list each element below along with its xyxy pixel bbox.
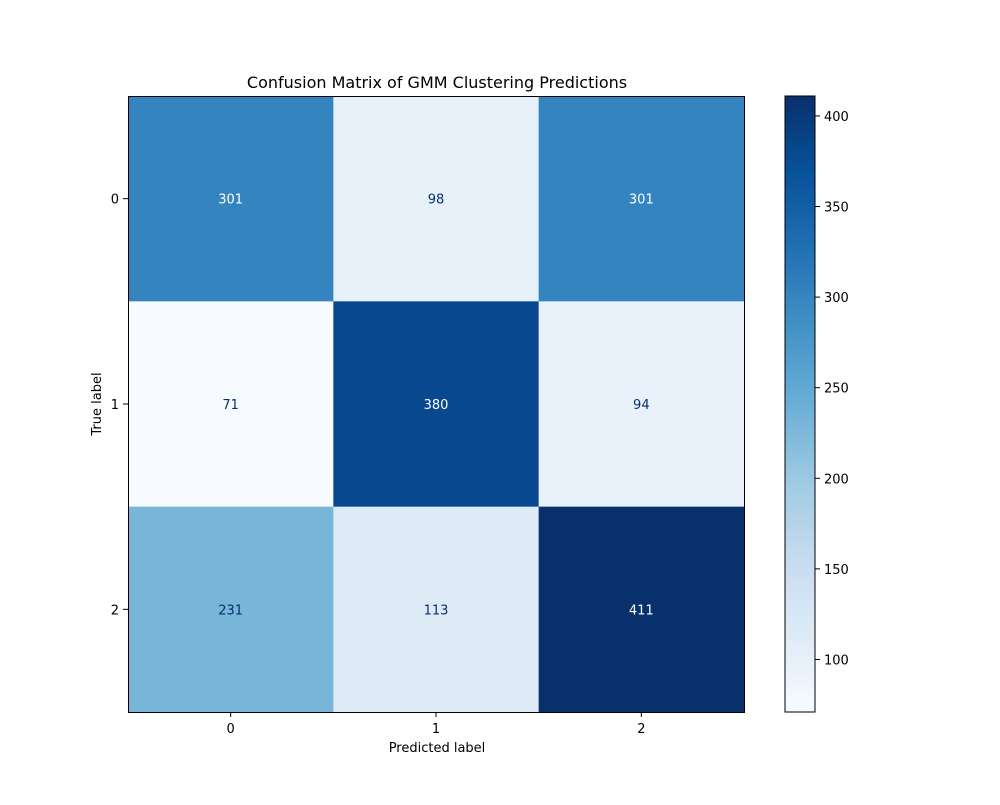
colorbar-tick-label-6: 400 <box>824 110 849 125</box>
y-tick-label-1: 1 <box>111 398 119 413</box>
colorbar <box>784 95 816 713</box>
heatmap-cells <box>128 96 745 713</box>
heatmap-cell-r0-c2 <box>538 96 745 302</box>
cell-value-r1-c0: 71 <box>222 398 239 413</box>
colorbar-tick-label-4: 300 <box>824 291 849 306</box>
colorbar-ticks: 100 150 200 250 300 350 400 <box>815 110 849 668</box>
colorbar-tick-label-5: 350 <box>824 201 849 216</box>
cell-value-r1-c2: 94 <box>633 398 650 413</box>
heatmap-cell-r0-c1 <box>333 96 540 302</box>
cell-value-r2-c0: 231 <box>218 603 243 618</box>
cell-value-r0-c1: 98 <box>428 193 445 208</box>
y-axis-ticks: 0 1 2 <box>111 193 128 618</box>
y-axis-label: True label <box>90 372 105 436</box>
cell-value-r0-c0: 301 <box>218 193 243 208</box>
x-axis-ticks: 0 1 2 <box>227 712 645 737</box>
x-tick-label-0: 0 <box>227 722 235 737</box>
cell-value-r2-c2: 411 <box>629 603 654 618</box>
colorbar-tick-label-3: 250 <box>824 382 849 397</box>
cell-value-r2-c1: 113 <box>424 603 449 618</box>
heatmap-cell-r2-c1 <box>333 506 540 713</box>
y-tick-label-2: 2 <box>111 603 119 618</box>
cell-value-r1-c1: 380 <box>424 398 449 413</box>
colorbar-tick-label-0: 100 <box>824 653 849 668</box>
heatmap-cell-r2-c0 <box>128 506 334 713</box>
colorbar-tick-label-2: 200 <box>824 472 849 487</box>
heatmap-cell-labels: 301 98 301 71 380 94 231 113 411 <box>218 193 653 619</box>
heatmap-cell-r1-c1 <box>333 301 540 508</box>
heatmap-cell-r1-c0 <box>128 301 334 508</box>
heatmap-cell-r2-c2 <box>538 506 745 713</box>
x-tick-label-2: 2 <box>637 722 645 737</box>
x-axis-label: Predicted label <box>389 741 486 756</box>
cell-value-r0-c2: 301 <box>629 193 654 208</box>
chart-title: Confusion Matrix of GMM Clustering Predi… <box>247 73 627 92</box>
x-tick-label-1: 1 <box>432 722 440 737</box>
colorbar-tick-label-1: 150 <box>824 563 849 578</box>
y-tick-label-0: 0 <box>111 193 119 208</box>
heatmap-cell-r1-c2 <box>538 301 745 508</box>
heatmap-cell-r0-c0 <box>128 96 334 302</box>
